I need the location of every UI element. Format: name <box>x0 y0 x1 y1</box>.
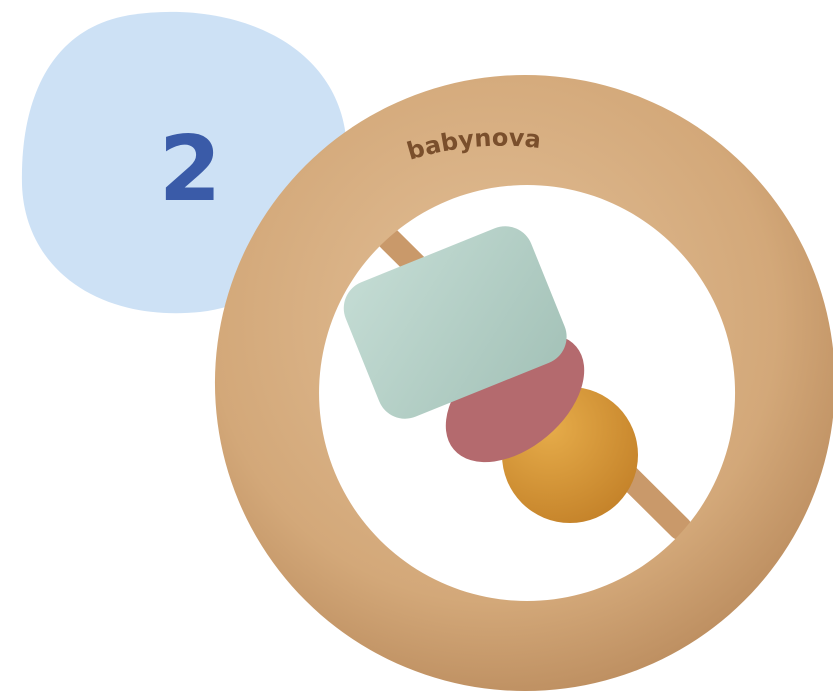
badge-number: 2 <box>159 117 222 222</box>
wooden-ring <box>214 75 833 691</box>
mint-block <box>343 226 567 419</box>
